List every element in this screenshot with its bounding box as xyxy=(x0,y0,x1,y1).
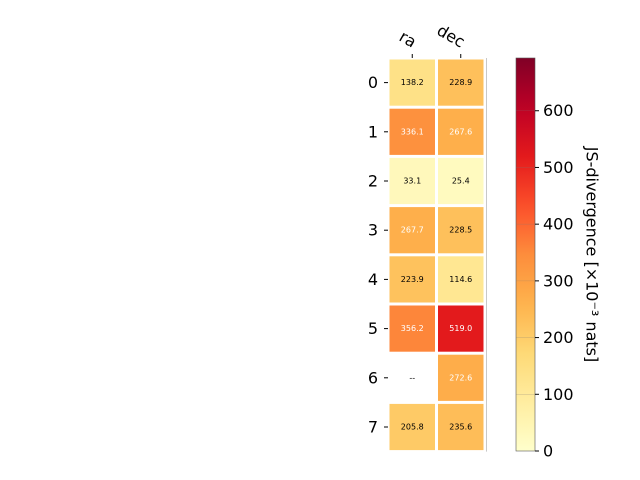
row-tick-labels: 0 1 2 3 4 5 6 7 xyxy=(368,73,388,437)
heatmap-cell xyxy=(438,256,484,303)
heatmap-cell xyxy=(389,256,435,303)
cell-value-label: 228.5 xyxy=(449,226,472,235)
cell-value-label: 114.6 xyxy=(449,275,472,284)
colorbar-tick-label: 600 xyxy=(543,101,574,120)
cell-value-label: 267.7 xyxy=(401,226,424,235)
row-tick-label: 4 xyxy=(368,270,378,289)
heatmap-cell xyxy=(389,108,435,155)
column-tick-label: ra xyxy=(396,27,420,52)
cell-value-label: 138.2 xyxy=(401,78,424,87)
cell-value-label: 33.1 xyxy=(403,177,421,186)
heatmap-cell xyxy=(389,157,435,205)
heatmap-cell xyxy=(438,305,484,352)
row-tick-label: 0 xyxy=(368,73,378,92)
heatmap-cell xyxy=(389,403,435,451)
column-tick-labels: ra dec xyxy=(396,21,468,58)
heatmap-cell xyxy=(389,305,435,352)
row-tick-label: 2 xyxy=(368,172,378,191)
heatmap-cell xyxy=(389,59,435,106)
cell-value-label: 336.1 xyxy=(401,127,424,136)
colorbar-tick-label: 200 xyxy=(543,328,574,347)
row-tick-label: 5 xyxy=(368,319,378,338)
heatmap-cell xyxy=(438,108,484,155)
colorbar-tick-label: 100 xyxy=(543,385,574,404)
row-tick-label: 1 xyxy=(368,122,378,141)
heatmap-cell xyxy=(438,59,484,106)
heatmap-cells: 138.2 228.9 336.1 267.6 33.1 25.4 267.7 228.5 22… xyxy=(389,58,487,452)
heatmap-cell xyxy=(438,403,484,451)
cell-value-label: 272.6 xyxy=(449,373,472,382)
colorbar-tick-label: 500 xyxy=(543,158,574,177)
cell-value-label: 205.8 xyxy=(401,423,424,432)
colorbar-tick-label: 300 xyxy=(543,271,574,290)
row-tick-label: 3 xyxy=(368,221,378,240)
column-tick-label: dec xyxy=(434,21,468,52)
cell-value-label: 519.0 xyxy=(449,324,472,333)
cell-value-label: 25.4 xyxy=(452,177,470,186)
heatmap-cell xyxy=(438,157,484,205)
cell-value-label: 356.2 xyxy=(401,324,424,333)
cell-value-label: 228.9 xyxy=(449,78,472,87)
heatmap-cell xyxy=(438,207,484,254)
colorbar-gradient xyxy=(515,57,536,452)
colorbar-tick-label: 400 xyxy=(543,215,574,234)
colorbar-label: JS-divergence [×10⁻³ nats] xyxy=(583,146,602,362)
cell-value-label: 235.6 xyxy=(449,423,472,432)
row-tick-label: 7 xyxy=(368,418,378,437)
cell-value-label: 223.9 xyxy=(401,275,424,284)
heatmap-cell xyxy=(389,207,435,254)
cell-value-label: 267.6 xyxy=(449,127,472,136)
row-tick-label: 6 xyxy=(368,368,378,387)
colorbar: 0 100 200 300 400 500 600 JS-divergence [×10⁻³ … xyxy=(515,57,602,461)
colorbar-tick-label: 0 xyxy=(543,442,553,461)
heatmap-cell xyxy=(438,354,484,401)
cell-value-label: -- xyxy=(409,373,415,382)
